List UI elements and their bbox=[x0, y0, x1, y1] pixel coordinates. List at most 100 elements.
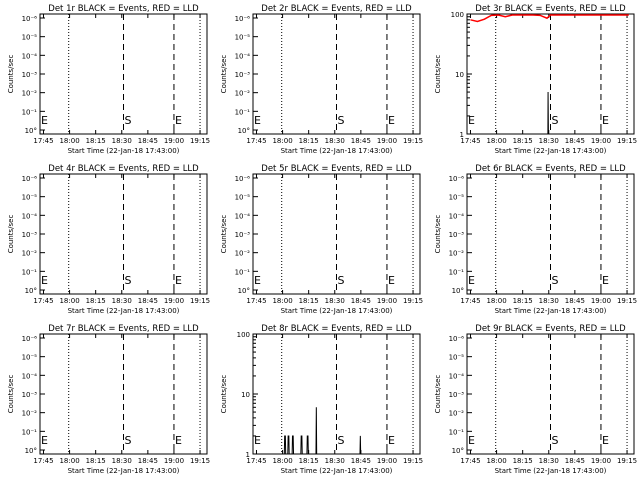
x-axis-label: Start Time (22-Jan-18 17:43:00) bbox=[281, 307, 393, 315]
x-tick-label: 17:45 bbox=[460, 297, 480, 305]
y-tick-label: 10⁻⁴ bbox=[235, 52, 251, 60]
x-tick-label: 18:30 bbox=[112, 137, 132, 145]
detector-panel: Det 5r BLACK = Events, RED = LLD Counts/s… bbox=[220, 164, 423, 315]
x-tick-label: 19:00 bbox=[591, 137, 611, 145]
marker-label-edge: E bbox=[254, 274, 261, 287]
y-tick-label: 10° bbox=[238, 287, 250, 295]
detector-panel: Det 2r BLACK = Events, RED = LLD Counts/s… bbox=[220, 4, 423, 155]
y-tick-label: 10⁻³ bbox=[449, 231, 465, 239]
lld-series bbox=[470, 14, 629, 23]
marker-label-e: E bbox=[175, 274, 182, 287]
marker-label-s: S bbox=[552, 434, 559, 447]
y-tick-label: 10⁻¹ bbox=[235, 268, 251, 276]
marker-label-e: E bbox=[175, 114, 182, 127]
marker-label-edge: E bbox=[41, 114, 48, 127]
y-tick-label: 10⁻⁶ bbox=[22, 335, 38, 343]
marker-label-e: E bbox=[175, 434, 182, 447]
x-tick-label: 18:00 bbox=[486, 297, 506, 305]
marker-label-edge: E bbox=[41, 434, 48, 447]
x-tick-label: 18:45 bbox=[138, 457, 158, 465]
x-tick-label: 18:15 bbox=[86, 297, 106, 305]
y-tick-label: 10⁻⁵ bbox=[235, 34, 251, 42]
marker-label-s: S bbox=[338, 434, 345, 447]
events-series bbox=[547, 92, 549, 135]
x-tick-label: 19:15 bbox=[617, 297, 637, 305]
x-tick-label: 19:15 bbox=[190, 137, 210, 145]
x-tick-label: 18:30 bbox=[112, 297, 132, 305]
y-tick-label: 10⁻⁶ bbox=[449, 175, 465, 183]
y-axis-label: Counts/sec bbox=[220, 215, 228, 254]
x-tick-label: 18:15 bbox=[513, 297, 533, 305]
x-tick-label: 18:45 bbox=[138, 137, 158, 145]
x-tick-label: 19:15 bbox=[403, 137, 423, 145]
y-tick-label: 10⁻² bbox=[449, 410, 465, 418]
x-tick-label: 17:45 bbox=[246, 457, 266, 465]
panel-title: Det 4r BLACK = Events, RED = LLD bbox=[48, 164, 199, 174]
panel-title: Det 3r BLACK = Events, RED = LLD bbox=[475, 4, 626, 14]
panel-title: Det 8r BLACK = Events, RED = LLD bbox=[261, 324, 412, 334]
y-tick-label: 10⁻⁵ bbox=[22, 194, 38, 202]
y-tick-label: 10⁻⁴ bbox=[22, 372, 38, 380]
marker-label-s: S bbox=[552, 274, 559, 287]
y-tick-label: 10⁻¹ bbox=[449, 428, 465, 436]
x-tick-label: 18:30 bbox=[539, 297, 559, 305]
marker-label-e: E bbox=[388, 114, 395, 127]
x-tick-label: 17:45 bbox=[246, 137, 266, 145]
y-axis-label: Counts/sec bbox=[7, 375, 15, 414]
x-tick-label: 19:00 bbox=[377, 137, 397, 145]
x-tick-label: 19:15 bbox=[617, 457, 637, 465]
x-tick-label: 18:45 bbox=[565, 137, 585, 145]
x-axis-label: Start Time (22-Jan-18 17:43:00) bbox=[281, 147, 393, 155]
x-tick-label: 18:30 bbox=[325, 297, 345, 305]
marker-label-s: S bbox=[125, 274, 132, 287]
x-tick-label: 18:45 bbox=[351, 137, 371, 145]
y-tick-label: 10⁻⁵ bbox=[22, 34, 38, 42]
y-tick-label: 10⁻⁶ bbox=[449, 335, 465, 343]
y-tick-label: 10 bbox=[241, 391, 250, 399]
y-tick-label: 10⁻³ bbox=[235, 71, 251, 79]
y-tick-label: 10⁻¹ bbox=[235, 108, 251, 116]
detector-panel: Det 8r BLACK = Events, RED = LLD Counts/s… bbox=[220, 324, 423, 475]
x-tick-label: 17:45 bbox=[246, 297, 266, 305]
x-axis-label: Start Time (22-Jan-18 17:43:00) bbox=[68, 147, 180, 155]
y-tick-label: 100 bbox=[451, 11, 464, 19]
y-tick-label: 10° bbox=[452, 287, 464, 295]
x-tick-label: 19:15 bbox=[190, 297, 210, 305]
panel-title: Det 1r BLACK = Events, RED = LLD bbox=[48, 4, 199, 14]
y-tick-label: 10⁻⁴ bbox=[235, 212, 251, 220]
y-axis-label: Counts/sec bbox=[434, 375, 442, 414]
x-axis-label: Start Time (22-Jan-18 17:43:00) bbox=[68, 467, 180, 475]
x-tick-label: 19:00 bbox=[164, 457, 184, 465]
y-tick-label: 10⁻² bbox=[22, 250, 38, 258]
x-tick-label: 19:00 bbox=[377, 297, 397, 305]
x-tick-label: 18:15 bbox=[513, 137, 533, 145]
x-tick-label: 18:15 bbox=[513, 457, 533, 465]
x-tick-label: 18:30 bbox=[325, 137, 345, 145]
y-tick-label: 10⁻³ bbox=[235, 231, 251, 239]
y-tick-label: 10⁻¹ bbox=[22, 268, 38, 276]
x-tick-label: 17:45 bbox=[33, 457, 53, 465]
y-tick-label: 10⁻¹ bbox=[22, 428, 38, 436]
panel-title: Det 6r BLACK = Events, RED = LLD bbox=[475, 164, 626, 174]
panel-title: Det 9r BLACK = Events, RED = LLD bbox=[475, 324, 626, 334]
x-tick-label: 19:00 bbox=[591, 297, 611, 305]
x-tick-label: 19:00 bbox=[591, 457, 611, 465]
y-axis-label: Counts/sec bbox=[434, 215, 442, 254]
marker-label-s: S bbox=[125, 114, 132, 127]
panel-title: Det 7r BLACK = Events, RED = LLD bbox=[48, 324, 199, 334]
marker-label-s: S bbox=[125, 434, 132, 447]
y-tick-label: 10⁻⁶ bbox=[22, 15, 38, 23]
detector-panel: Det 7r BLACK = Events, RED = LLD Counts/s… bbox=[7, 324, 210, 475]
x-tick-label: 18:00 bbox=[272, 137, 292, 145]
x-axis-label: Start Time (22-Jan-18 17:43:00) bbox=[68, 307, 180, 315]
x-tick-label: 19:15 bbox=[403, 297, 423, 305]
x-tick-label: 18:30 bbox=[539, 457, 559, 465]
x-tick-label: 18:45 bbox=[351, 297, 371, 305]
y-tick-label: 10° bbox=[25, 447, 37, 455]
y-tick-label: 10° bbox=[452, 447, 464, 455]
x-tick-label: 18:45 bbox=[138, 297, 158, 305]
x-tick-label: 19:00 bbox=[164, 297, 184, 305]
marker-label-s: S bbox=[338, 114, 345, 127]
x-tick-label: 18:00 bbox=[486, 137, 506, 145]
x-tick-label: 18:45 bbox=[565, 297, 585, 305]
